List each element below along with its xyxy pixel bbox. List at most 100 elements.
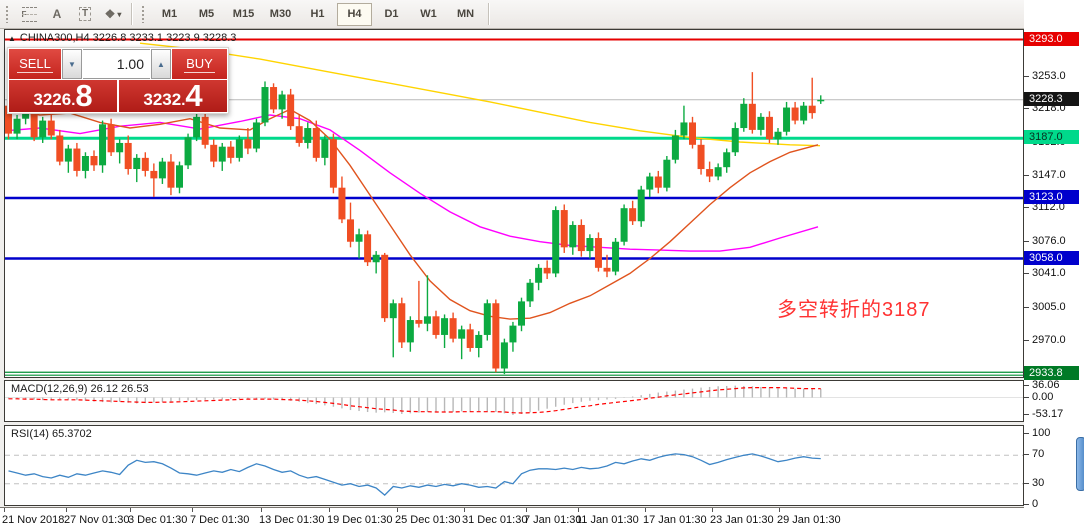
candle-body: [526, 282, 534, 302]
candle-body: [73, 148, 81, 171]
time-axis[interactable]: 21 Nov 2018 27 Nov 01:30 3 Dec 01:30 7 Dec …: [0, 507, 1084, 530]
timeframe-button-M1[interactable]: M1: [161, 8, 178, 20]
candle-body: [569, 224, 577, 248]
time-axis-label: 19 Dec 01:30: [327, 514, 393, 526]
candle-body: [518, 301, 525, 326]
timeframe-button-H4[interactable]: H4: [337, 2, 372, 26]
buy-price-main: 3232: [143, 90, 182, 109]
candle-body: [637, 189, 645, 222]
buy-button-label: BUY: [184, 55, 215, 73]
buy-price-box[interactable]: 3232. 4: [119, 80, 227, 112]
candle-body: [466, 329, 474, 348]
scrollbar-thumb[interactable]: [1076, 437, 1084, 491]
time-axis-label: 21 Nov 2018: [2, 514, 65, 526]
buy-button[interactable]: BUY: [172, 49, 227, 79]
timeframe-button-M15[interactable]: M15: [232, 8, 255, 20]
dropdown-arrow-icon[interactable]: ▾: [117, 9, 122, 19]
ma-orange-line: [5, 108, 819, 320]
candle-body: [406, 320, 414, 343]
timeframe-button-M30[interactable]: M30: [269, 8, 292, 20]
text-label-icon[interactable]: T: [73, 3, 97, 25]
rsi-pane[interactable]: RSI(14) 65.3702: [4, 425, 1024, 506]
candle-body: [47, 120, 55, 136]
candle-body: [774, 131, 782, 140]
scale-tick-mark: [1024, 108, 1029, 110]
time-tick-mark: [779, 508, 780, 512]
volume-decrease-button[interactable]: ▼: [62, 49, 82, 79]
ma-magenta-line: [5, 114, 819, 252]
candle-body: [757, 116, 765, 130]
candle-body: [261, 87, 269, 123]
candle-body: [227, 146, 235, 158]
time-tick-mark: [464, 508, 465, 512]
price-tick-label: 3005.0: [1032, 300, 1066, 313]
time-tick-mark: [192, 508, 193, 512]
candle-body: [193, 116, 201, 138]
volume-field-wrap: [83, 49, 150, 79]
candle-body: [39, 120, 47, 138]
price-badge: 3228.3: [1024, 91, 1079, 106]
scale-tick-mark: [1024, 396, 1029, 398]
toolbar-separator: [488, 3, 489, 25]
scale-tick-mark: [1024, 504, 1029, 505]
chart-title: ▲ CHINA300,H4 3226.8 3233.1 3223.9 3228.3: [8, 32, 236, 44]
scale-tick-mark: [1024, 306, 1029, 308]
candle-body: [663, 159, 671, 188]
candle-body: [671, 135, 679, 160]
candle-body: [740, 103, 748, 129]
candle-body: [81, 156, 89, 171]
candle-body: [133, 157, 141, 170]
timeframe-button-M5[interactable]: M5: [198, 8, 215, 20]
candle-body: [500, 342, 508, 369]
candle-body: [748, 103, 756, 130]
toolbar-grip-handle[interactable]: [141, 5, 146, 23]
timeframe-button-D1[interactable]: D1: [384, 8, 399, 20]
candle-body: [577, 224, 585, 252]
candle-body: [560, 210, 568, 248]
candle-body: [355, 234, 363, 242]
macd-pane[interactable]: MACD(12,26,9) 26.12 26.53: [4, 380, 1024, 422]
candle-body: [458, 329, 466, 339]
time-axis-label: 11 Jan 01:30: [576, 514, 639, 526]
time-tick-mark: [261, 508, 262, 512]
sell-price-box[interactable]: 3226. 8: [9, 80, 117, 112]
collapse-arrow-icon[interactable]: ▲: [8, 34, 16, 43]
timeframe-button-MN[interactable]: MN: [456, 8, 475, 20]
macd-scale-label: 36.06: [1032, 378, 1060, 391]
price-tick-label: 3041.0: [1032, 267, 1066, 280]
candle-body: [218, 146, 226, 162]
candle-body: [714, 167, 722, 177]
price-scale[interactable]: 3289.03253.03218.03182.03147.03112.03076…: [1024, 0, 1084, 530]
time-tick-mark: [397, 508, 398, 512]
text-icon[interactable]: A: [52, 7, 62, 21]
candle-body: [723, 152, 731, 168]
candle-body: [808, 105, 816, 114]
sell-price-big-digit: 8: [75, 78, 93, 113]
time-tick-mark: [329, 508, 330, 512]
candle-body: [800, 105, 808, 121]
candle-body: [398, 303, 406, 343]
main-chart-pane[interactable]: [4, 29, 1024, 378]
candle-body: [817, 99, 825, 102]
arrows-icon[interactable]: ❖ ▾: [104, 7, 122, 21]
candle-body: [364, 234, 372, 263]
candle-body: [594, 238, 602, 268]
scale-tick-mark: [1024, 339, 1029, 341]
volume-input[interactable]: [83, 50, 150, 78]
volume-increase-button[interactable]: ▲: [151, 49, 171, 79]
candle-body: [689, 122, 696, 145]
price-badge: 3187.0: [1024, 130, 1079, 145]
candle-body: [244, 139, 252, 149]
candlestick-chart: [5, 38, 1023, 376]
sell-button[interactable]: SELL: [9, 49, 61, 79]
toolbar-grip-handle[interactable]: [5, 5, 10, 23]
timeframe-button-W1[interactable]: W1: [420, 8, 437, 20]
fibonacci-icon[interactable]: F: [17, 3, 41, 25]
sell-price-main: 3226: [33, 90, 72, 109]
candle-body: [680, 122, 688, 136]
time-axis-label: 23 Jan 01:30: [710, 514, 774, 526]
candle-body: [304, 128, 312, 143]
chart-title-text: CHINA300,H4 3226.8 3233.1 3223.9 3228.3: [19, 32, 237, 44]
rsi-scale-label: 0: [1032, 498, 1039, 510]
timeframe-button-H1[interactable]: H1: [310, 8, 325, 20]
